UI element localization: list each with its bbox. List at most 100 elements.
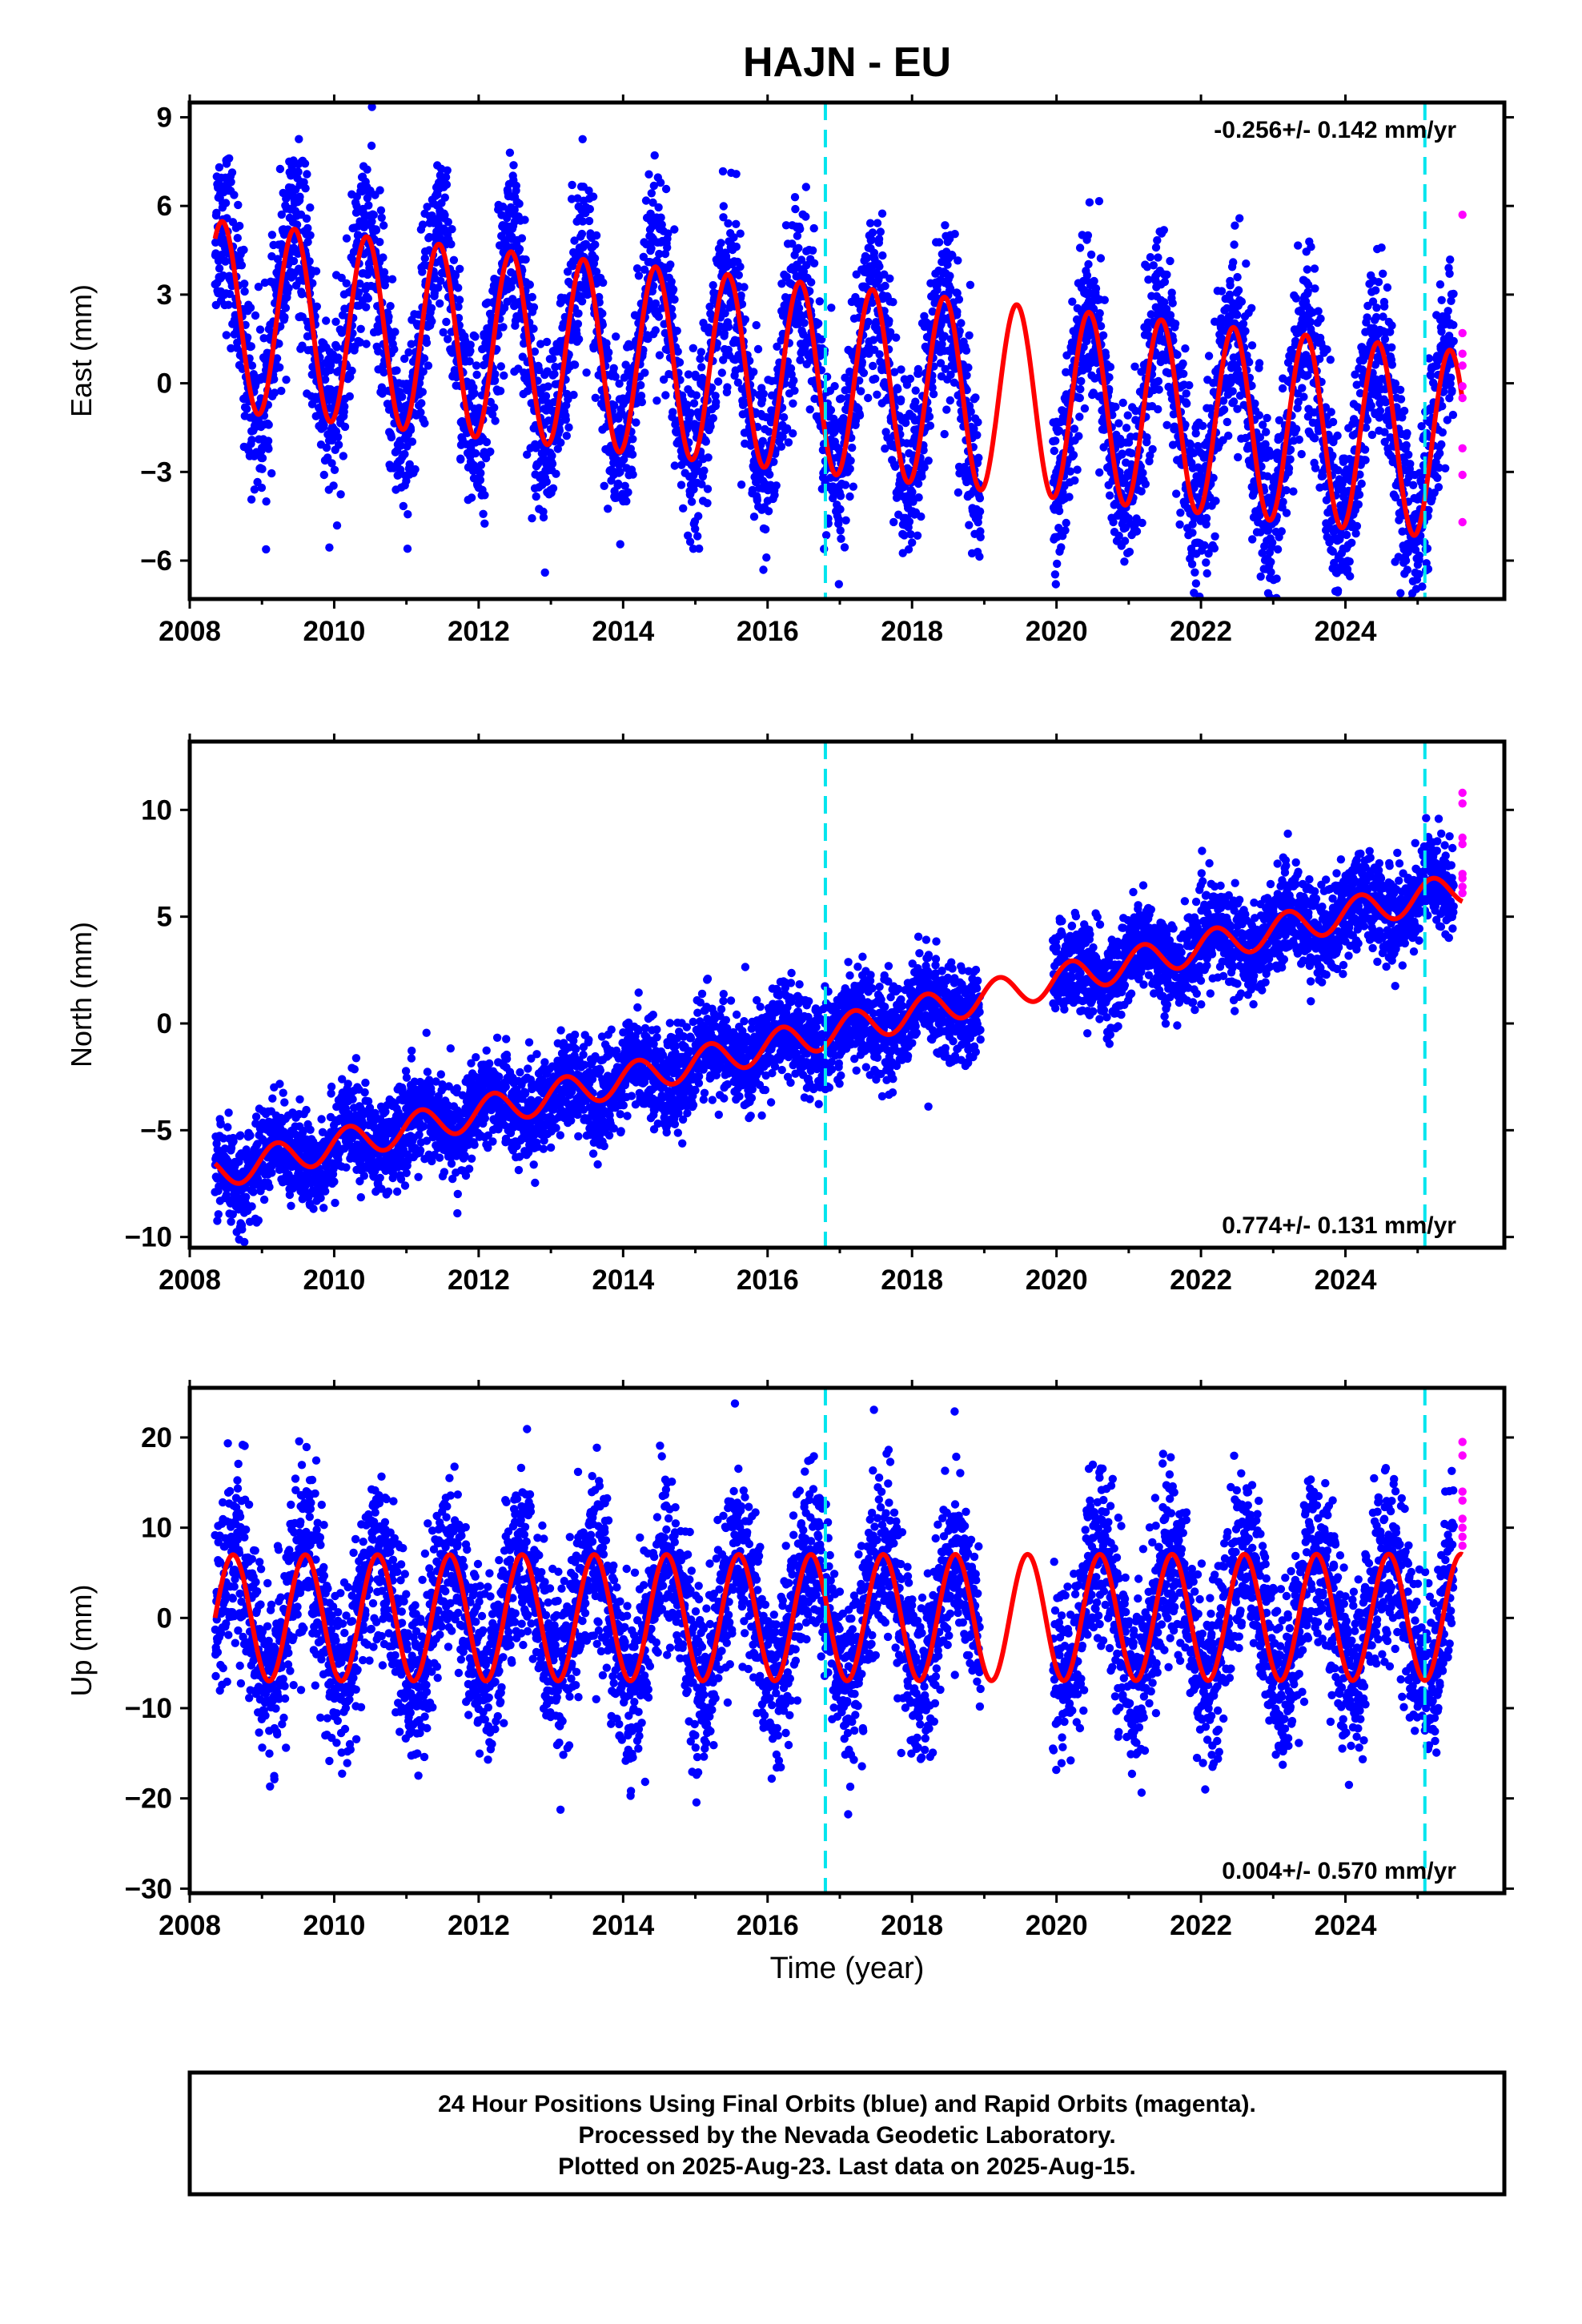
east-final-orbit-point <box>893 384 902 394</box>
east-final-orbit-point <box>620 455 628 464</box>
east-final-orbit-point <box>330 465 339 474</box>
east-final-orbit-point <box>905 374 915 384</box>
east-final-orbit-point <box>277 386 286 396</box>
east-final-orbit-point <box>512 181 520 191</box>
east-final-orbit-point <box>673 347 682 356</box>
east-final-orbit-point <box>1282 509 1291 517</box>
east-final-orbit-point <box>648 281 658 291</box>
east-final-orbit-point <box>556 438 565 447</box>
east-final-orbit-point <box>692 372 701 381</box>
east-final-orbit-point <box>599 278 608 287</box>
east-final-orbit-point <box>247 495 256 504</box>
east-final-orbit-point <box>471 332 480 341</box>
east-final-orbit-point <box>300 159 310 168</box>
east-final-orbit-point <box>616 540 624 549</box>
east-final-orbit-point <box>371 226 381 235</box>
east-final-orbit-point <box>377 213 386 222</box>
east-final-orbit-point <box>263 436 273 445</box>
east-final-orbit-point <box>275 164 285 174</box>
east-final-orbit-point <box>1310 264 1319 273</box>
east-final-orbit-point <box>654 203 663 212</box>
east-final-orbit-point <box>1327 408 1335 416</box>
east-final-orbit-point <box>420 354 429 363</box>
east-final-orbit-point <box>548 484 558 493</box>
east-final-orbit-point <box>897 395 905 404</box>
east-final-orbit-point <box>777 279 786 288</box>
east-final-orbit-point <box>1282 486 1291 495</box>
east-final-orbit-point <box>275 363 284 372</box>
east-final-orbit-point <box>253 477 262 487</box>
east-final-orbit-point <box>954 256 962 265</box>
east-final-orbit-point <box>297 290 307 299</box>
east-final-orbit-point <box>1314 307 1323 316</box>
east-final-orbit-point <box>737 480 746 489</box>
east-final-orbit-point <box>761 525 770 534</box>
east-final-orbit-point <box>408 437 417 446</box>
east-final-orbit-point <box>270 375 279 384</box>
east-final-orbit-point <box>476 476 485 485</box>
east-final-orbit-point <box>741 315 749 324</box>
east-final-orbit-point <box>801 183 810 191</box>
east-final-orbit-point <box>954 488 963 497</box>
east-final-orbit-point <box>221 257 230 266</box>
east-final-orbit-point <box>1262 428 1271 436</box>
east-final-orbit-point <box>794 243 803 252</box>
east-final-orbit-point <box>1188 529 1197 537</box>
east-final-orbit-point <box>1066 467 1075 476</box>
east-final-orbit-point <box>423 203 432 211</box>
east-final-orbit-point <box>1231 221 1239 230</box>
east-final-orbit-point <box>302 214 311 223</box>
east-final-orbit-point <box>536 340 545 348</box>
east-final-orbit-point <box>655 249 664 259</box>
east-final-orbit-point <box>698 373 707 383</box>
east-final-orbit-point <box>845 492 854 501</box>
east-final-orbit-point <box>669 285 678 294</box>
east-final-orbit-point <box>340 402 349 411</box>
east-final-orbit-point <box>530 347 540 356</box>
east-final-orbit-point <box>272 354 282 363</box>
east-final-orbit-point <box>874 235 884 243</box>
figure-title: HAJN - EU <box>743 39 951 86</box>
east-final-orbit-point <box>971 393 980 402</box>
east-final-orbit-point <box>436 299 444 308</box>
east-final-orbit-point <box>1130 362 1139 371</box>
east-final-orbit-point <box>703 485 713 493</box>
east-final-orbit-point <box>367 141 376 151</box>
east-final-orbit-point <box>640 265 649 274</box>
east-final-orbit-point <box>225 154 234 163</box>
east-final-orbit-point <box>387 432 396 442</box>
east-final-orbit-point <box>404 510 412 519</box>
east-final-orbit-point <box>809 259 819 267</box>
east-final-orbit-point <box>551 363 560 372</box>
east-final-orbit-point <box>941 221 950 230</box>
east-final-orbit-point <box>976 533 985 541</box>
east-final-orbit-point <box>1273 545 1283 554</box>
east-final-orbit-point <box>1271 603 1279 611</box>
east-final-orbit-point <box>1176 509 1185 517</box>
east-final-orbit-point <box>815 297 824 306</box>
east-final-orbit-point <box>1090 276 1098 286</box>
east-final-orbit-point <box>1259 420 1267 429</box>
east-final-orbit-point <box>480 491 489 500</box>
east-final-orbit-point <box>975 552 984 561</box>
east-final-orbit-point <box>598 309 607 318</box>
east-final-orbit-point <box>616 468 624 476</box>
east-final-orbit-point <box>661 249 670 259</box>
east-final-orbit-point <box>1328 451 1337 460</box>
east-final-orbit-point <box>684 370 693 379</box>
east-final-orbit-point <box>1328 417 1338 427</box>
east-final-orbit-point <box>661 391 670 400</box>
east-final-orbit-point <box>466 340 475 349</box>
east-final-orbit-point <box>656 178 665 187</box>
east-final-orbit-point <box>1122 424 1131 432</box>
east-final-orbit-point <box>669 408 677 416</box>
east-final-orbit-point <box>686 408 695 417</box>
east-final-orbit-point <box>946 271 954 280</box>
east-final-orbit-point <box>375 238 384 247</box>
east-final-orbit-point <box>700 466 709 475</box>
east-final-orbit-point <box>517 234 527 243</box>
east-final-orbit-point <box>1239 320 1248 328</box>
east-final-orbit-point <box>848 443 857 452</box>
east-final-orbit-point <box>837 534 845 543</box>
